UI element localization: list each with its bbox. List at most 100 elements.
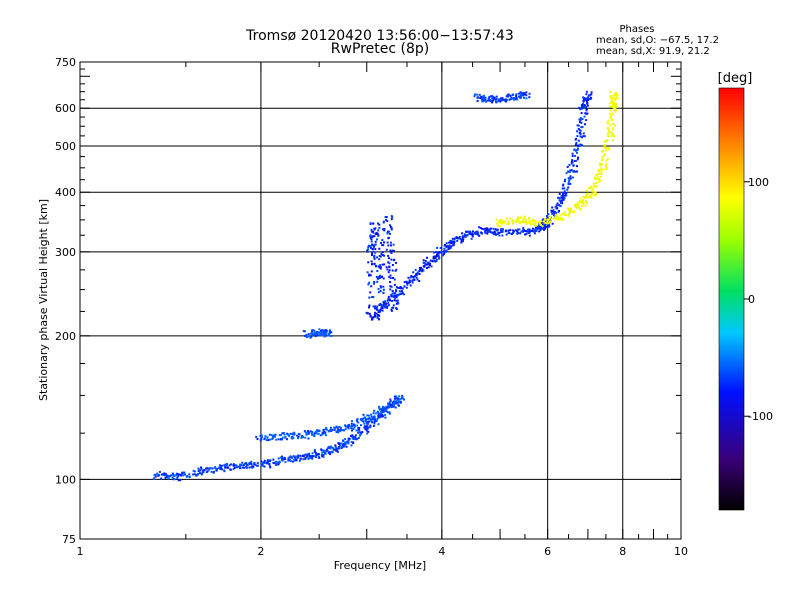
echo-dot (582, 106, 585, 109)
echo-dot (595, 192, 598, 195)
echo-dot (582, 132, 585, 135)
echo-dot (576, 149, 579, 151)
echo-dot (406, 283, 409, 286)
echo-dot (570, 160, 573, 163)
echo-dot (296, 434, 299, 437)
echo-dot (309, 336, 312, 339)
echo-dot (289, 432, 292, 435)
echo-dot (473, 232, 476, 235)
echo-dot (420, 266, 422, 269)
echo-dot (362, 420, 365, 423)
echo-dot (388, 266, 391, 269)
echo-dot (510, 97, 513, 100)
echo-dot (414, 275, 417, 278)
echo-dot (164, 472, 167, 475)
echo-dot (503, 220, 506, 223)
echo-dot (547, 223, 550, 226)
echo-dot (490, 95, 492, 98)
echo-dot (317, 432, 320, 435)
trace-point (366, 228, 380, 257)
echo-dot (578, 129, 581, 132)
echo-dot (582, 196, 585, 198)
echo-dot (371, 263, 373, 266)
echo-dot (390, 309, 393, 312)
echo-dot (538, 226, 540, 229)
echo-dot (363, 422, 366, 425)
echo-dot (274, 433, 277, 436)
echo-dot (598, 172, 601, 175)
echo-dot (615, 105, 618, 108)
echo-dot (280, 438, 283, 441)
trace-point (390, 302, 400, 312)
echo-dot (548, 224, 551, 227)
echo-dot (320, 454, 323, 457)
echo-dot (371, 421, 374, 424)
echo-dot (369, 425, 372, 428)
echo-dot (250, 463, 253, 466)
echo-dot (344, 428, 347, 431)
echo-dot (317, 456, 320, 459)
echo-dot (582, 100, 585, 103)
echo-dot (471, 235, 474, 238)
echo-dot (610, 135, 613, 137)
echo-dot (369, 419, 372, 421)
echo-dot (605, 147, 607, 150)
echo-dot (373, 409, 376, 412)
echo-dot (492, 233, 495, 236)
echo-dot (288, 434, 291, 437)
echo-dot (334, 427, 337, 429)
echo-dot (468, 230, 471, 233)
echo-dot (387, 271, 390, 274)
echo-dot (353, 426, 356, 429)
echo-dot (378, 254, 381, 257)
echo-dot (563, 187, 566, 190)
echo-dot (504, 99, 507, 101)
echo-dot (375, 265, 378, 268)
echo-dot (577, 145, 580, 147)
echo-dot (324, 450, 327, 452)
echo-dot (318, 430, 321, 432)
echo-dot (612, 122, 615, 125)
echo-dot (208, 467, 211, 470)
echo-dot (568, 163, 571, 166)
echo-dot (374, 412, 377, 415)
echo-dot (374, 251, 377, 254)
echo-dot (556, 202, 559, 205)
echo-dot (602, 149, 605, 152)
echo-dot (613, 98, 616, 101)
echo-dot (507, 229, 510, 232)
echo-dot (376, 410, 379, 413)
echo-dot (594, 194, 597, 197)
echo-dot (436, 246, 439, 249)
echo-dot (389, 398, 392, 401)
echo-dot (416, 278, 419, 281)
echo-dot (569, 169, 572, 172)
echo-dot (543, 223, 546, 226)
echo-dot (325, 426, 328, 429)
echo-dot (351, 420, 353, 423)
echo-dot (256, 438, 259, 440)
echo-dot (476, 230, 479, 233)
echo-dot (354, 434, 357, 437)
echo-dot (582, 199, 584, 202)
echo-dot (197, 470, 200, 473)
echo-dot (200, 473, 203, 476)
echo-dot (261, 461, 264, 464)
echo-dot (568, 177, 570, 180)
echo-dot (352, 441, 355, 444)
trace-point (241, 459, 269, 469)
echo-dot (583, 105, 586, 108)
echo-dot (374, 240, 377, 243)
echo-dot (392, 277, 394, 279)
echo-dot (478, 93, 481, 96)
echo-dot (571, 176, 574, 179)
echo-dot (376, 316, 379, 319)
echo-dot (253, 463, 256, 466)
echo-dot (269, 466, 272, 469)
echo-dot (183, 471, 185, 474)
echo-dot (463, 233, 466, 236)
echo-dot (322, 451, 325, 453)
trace-point (323, 329, 333, 338)
echo-dot (524, 218, 527, 221)
echo-dot (519, 91, 522, 94)
